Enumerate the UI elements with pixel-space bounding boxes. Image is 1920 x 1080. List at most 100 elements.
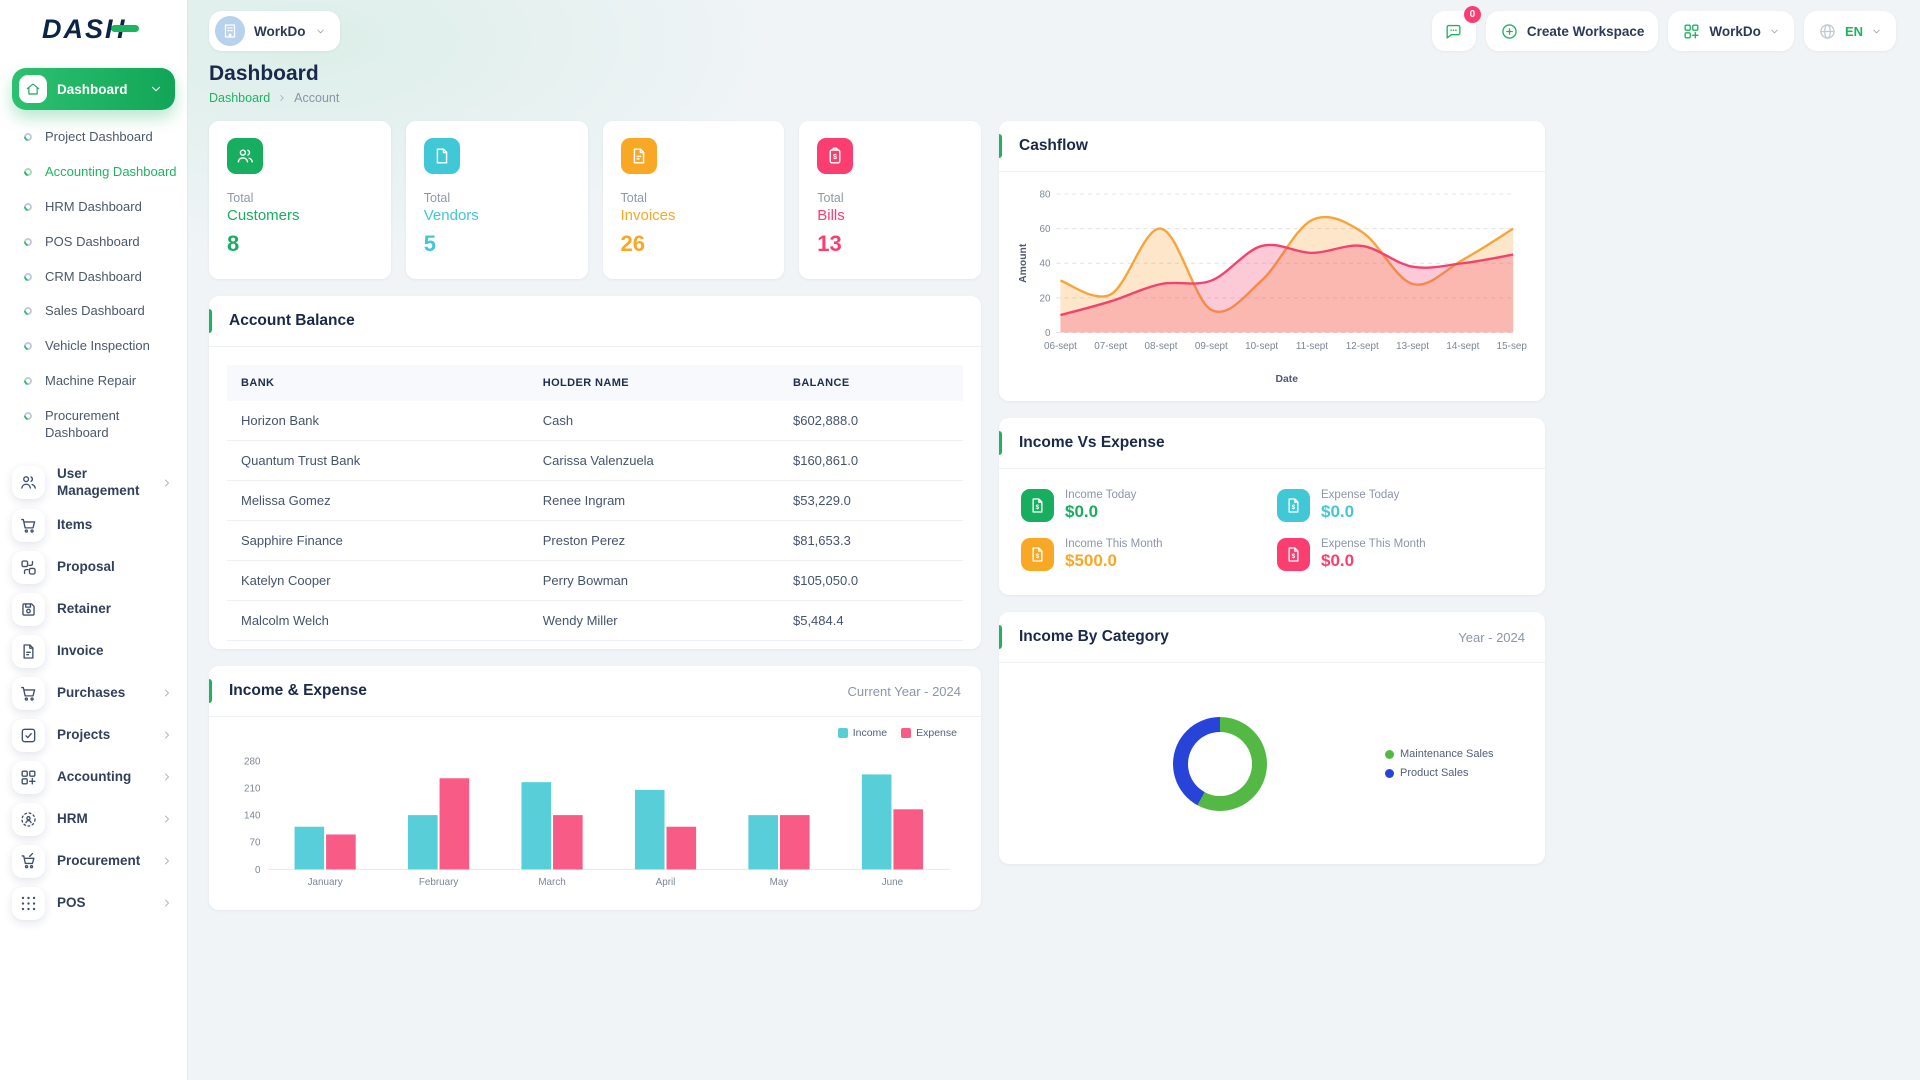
breadcrumb-link[interactable]: Dashboard xyxy=(209,91,271,105)
stat-prefix: Total xyxy=(227,191,254,205)
invoices-icon xyxy=(620,138,657,174)
bullet-icon xyxy=(22,305,34,318)
bullet-icon xyxy=(22,410,34,422)
file-dollar-icon: $ xyxy=(1277,538,1310,571)
sidebar-subitem-label: Accounting Dashboard xyxy=(45,163,177,179)
svg-text:280: 280 xyxy=(244,756,261,767)
card-title: Income & Expense xyxy=(229,682,367,699)
stat-label: Vendors xyxy=(423,207,479,224)
app-logo[interactable]: DASH xyxy=(0,0,187,58)
table-row[interactable]: Melissa Gomez Renee Ingram $53,229.0 xyxy=(227,480,963,521)
sidebar-subitem-vehicle-inspection[interactable]: Vehicle Inspection xyxy=(0,329,187,364)
table-row[interactable]: Horizon Bank Cash $602,888.0 xyxy=(227,401,963,441)
chevron-right-icon xyxy=(161,855,173,867)
sidebar-item-accounting[interactable]: Accounting xyxy=(0,757,187,798)
sidebar-subitem-label: CRM Dashboard xyxy=(45,268,142,284)
legend-dot xyxy=(1385,749,1394,759)
sidebar-item-invoice[interactable]: Invoice xyxy=(0,631,187,672)
metric-income-today: $ Income Today $0.0 xyxy=(1021,489,1267,522)
sidebar-item-projects[interactable]: Projects xyxy=(0,715,187,756)
proposal-icon xyxy=(12,550,45,584)
sidebar-item-procurement[interactable]: Procurement xyxy=(0,841,187,882)
sidebar-subitem-sales-dashboard[interactable]: Sales Dashboard xyxy=(0,294,187,329)
svg-text:09-sept: 09-sept xyxy=(1195,341,1228,352)
sidebar-item-label: HRM xyxy=(57,810,88,826)
donut-legend: Maintenance Sales Product Sales xyxy=(1385,748,1494,779)
procurement-icon xyxy=(12,844,45,878)
svg-text:$: $ xyxy=(1292,504,1296,511)
income-by-category-donut-chart[interactable] xyxy=(1173,716,1267,811)
invoice-icon xyxy=(12,634,45,668)
svg-text:0: 0 xyxy=(1045,328,1051,339)
chevron-down-icon xyxy=(149,82,163,96)
sidebar-item-pos[interactable]: POS xyxy=(0,883,187,924)
sidebar-item-purchases[interactable]: Purchases xyxy=(0,673,187,714)
metric-value: $0.0 xyxy=(1321,502,1355,521)
table-row[interactable]: Sapphire Finance Preston Perez $81,653.3 xyxy=(227,520,963,561)
metric-label: Expense Today xyxy=(1321,489,1400,501)
cashflow-area-chart[interactable]: 0 20 40 60 80 06-sept 07-sept 08-sept 09-sept 10-… xyxy=(1013,182,1530,388)
card-title: Income By Category xyxy=(1019,628,1169,645)
table-row[interactable]: Quantum Trust Bank Carissa Valenzuela $160… xyxy=(227,440,963,481)
svg-text:$: $ xyxy=(1036,553,1040,560)
sidebar-subitem-crm-dashboard[interactable]: CRM Dashboard xyxy=(0,260,187,295)
donut-legend-item-maintenance-sales[interactable]: Maintenance Sales xyxy=(1385,748,1494,760)
stat-label: Customers xyxy=(227,207,300,224)
workdo-apps-button[interactable]: WorkDo xyxy=(1668,11,1794,51)
breadcrumb-current: Account xyxy=(294,91,340,105)
income-vs-expense-metrics: $ Income Today $0.0 $ Expense Today $0.0… xyxy=(999,469,1545,595)
sidebar-item-items[interactable]: Items xyxy=(0,505,187,546)
main-area: WorkDo 0 Create Workspace WorkDo EN xyxy=(187,0,1920,1080)
svg-text:January: January xyxy=(308,877,343,888)
sidebar-item-hrm[interactable]: HRM xyxy=(0,799,187,840)
svg-text:210: 210 xyxy=(244,783,261,794)
sidebar-item-label: POS xyxy=(57,894,86,910)
metric-value: $0.0 xyxy=(1065,502,1099,521)
metric-label: Income This Month xyxy=(1065,538,1163,550)
income-by-category-card: Income By Category Year - 2024 Maintenan… xyxy=(999,612,1545,864)
chevron-right-icon xyxy=(161,771,173,783)
sidebar-subitem-project-dashboard[interactable]: Project Dashboard xyxy=(0,120,187,155)
sidebar-subitem-accounting-dashboard[interactable]: Accounting Dashboard xyxy=(0,155,187,190)
table-row[interactable]: Katelyn Cooper Perry Bowman $105,050.0 xyxy=(227,560,963,601)
stat-card-customers[interactable]: Total Customers 8 xyxy=(209,121,391,279)
legend-item-expense[interactable]: Expense xyxy=(901,727,957,739)
stat-value: 26 xyxy=(620,231,645,256)
sidebar-item-label: Retainer xyxy=(57,600,112,616)
create-workspace-button[interactable]: Create Workspace xyxy=(1485,11,1659,51)
svg-text:February: February xyxy=(419,877,459,888)
stat-card-invoices[interactable]: Total Invoices 26 xyxy=(602,121,785,279)
income-vs-expense-card: Income Vs Expense $ Income Today $0.0 $ … xyxy=(999,418,1545,595)
stat-card-bills[interactable]: $ Total Bills 13 xyxy=(799,121,981,279)
stat-card-vendors[interactable]: Total Vendors 5 xyxy=(405,121,588,279)
svg-text:0: 0 xyxy=(255,865,261,876)
metric-value: $500.0 xyxy=(1065,551,1117,570)
donut-legend-item-product-sales[interactable]: Product Sales xyxy=(1385,767,1494,779)
bullet-icon xyxy=(22,340,34,352)
legend-item-income[interactable]: Income xyxy=(837,727,887,739)
sidebar-item-user-management[interactable]: User Management xyxy=(0,462,187,504)
svg-text:15-sept: 15-sept xyxy=(1497,341,1527,352)
income-expense-bar-chart[interactable]: 0 70 140 210 280 January February March April May… xyxy=(223,749,963,897)
account-balance-table: BANK HOLDER NAME BALANCE Horizon Bank Cash $… xyxy=(227,365,963,641)
bullet-icon xyxy=(22,131,34,143)
sidebar-subitem-machine-repair[interactable]: Machine Repair xyxy=(0,364,187,399)
chart-legend: Income Expense xyxy=(209,717,981,739)
sidebar-subitem-hrm-dashboard[interactable]: HRM Dashboard xyxy=(0,190,187,225)
sidebar-item-label: Items xyxy=(57,516,93,532)
stat-value: 5 xyxy=(423,231,436,256)
sidebar-item-proposal[interactable]: Proposal xyxy=(0,547,187,588)
sidebar-subitem-pos-dashboard[interactable]: POS Dashboard xyxy=(0,225,187,260)
sidebar: DASH Dashboard Project Dashboard Account… xyxy=(0,0,187,1080)
svg-text:$: $ xyxy=(1036,504,1040,511)
customers-icon xyxy=(227,138,263,174)
sidebar-item-label: Invoice xyxy=(57,642,104,658)
table-row[interactable]: Malcolm Welch Wendy Miller $5,484.4 xyxy=(227,600,963,641)
workspace-switcher[interactable]: WorkDo xyxy=(209,11,340,51)
projects-icon xyxy=(12,718,45,752)
sidebar-subitem-procurement-dashboard[interactable]: Procurement Dashboard xyxy=(0,399,187,451)
sidebar-item-dashboard[interactable]: Dashboard xyxy=(12,68,175,110)
sidebar-item-retainer[interactable]: Retainer xyxy=(0,589,187,630)
messages-button[interactable]: 0 xyxy=(1431,6,1481,51)
language-selector[interactable]: EN xyxy=(1803,11,1896,51)
